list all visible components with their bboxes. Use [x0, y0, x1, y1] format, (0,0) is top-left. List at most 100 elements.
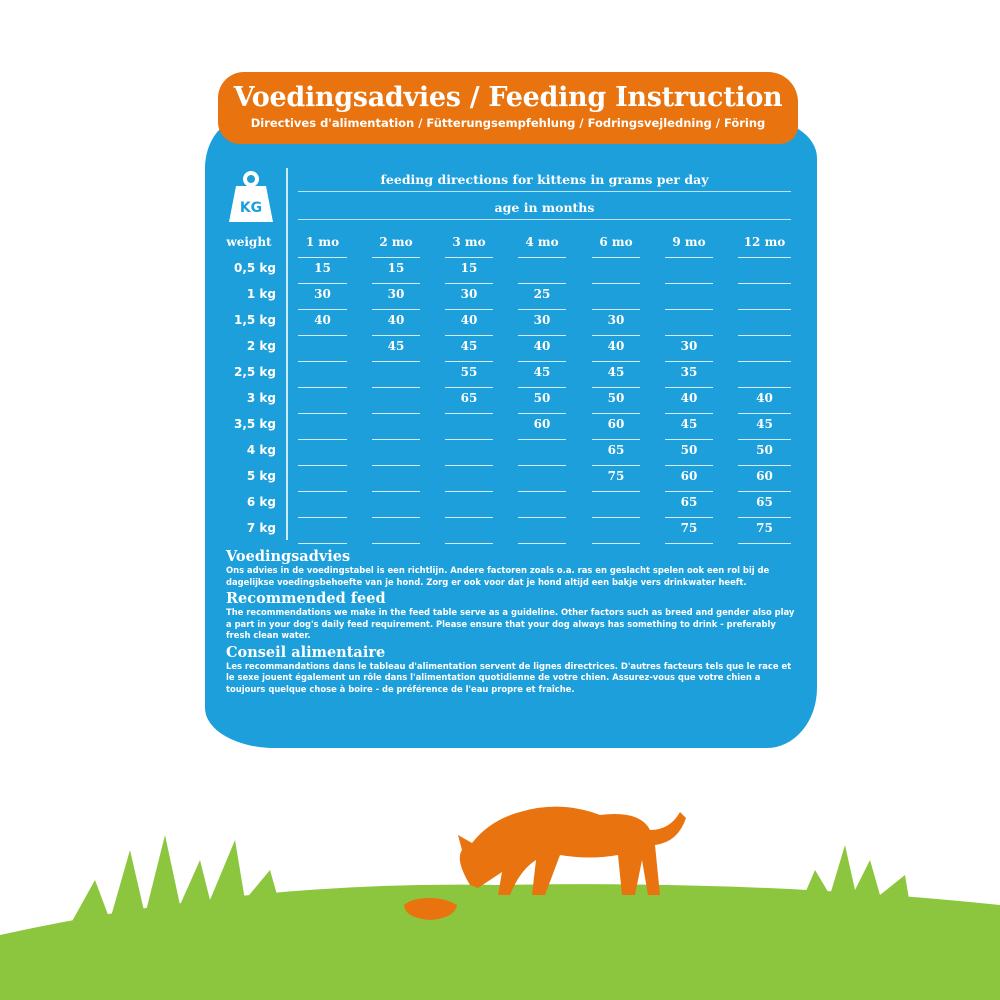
column-header: 3 mo	[445, 232, 493, 258]
column-header: 2 mo	[372, 232, 420, 258]
table-cell: 30	[372, 284, 420, 310]
table-cell	[298, 466, 347, 492]
column-header: 9 mo	[665, 232, 713, 258]
table-cell: 45	[372, 336, 420, 362]
table-cell	[592, 518, 640, 544]
note-heading: Voedingsadvies	[226, 548, 351, 565]
notes: Voedingsadvies Ons advies in de voedings…	[226, 548, 796, 697]
table-cell	[592, 492, 640, 518]
weight-label: 1,5 kg	[233, 313, 276, 327]
table-cell	[592, 284, 640, 310]
table-cell: 30	[298, 284, 347, 310]
weight-label: 1 kg	[246, 287, 276, 301]
table-cell: 75	[665, 518, 713, 544]
weight-label: 2,5 kg	[233, 365, 276, 379]
table-cell: 15	[372, 258, 420, 284]
table-cell	[298, 336, 347, 362]
table-cell: 60	[665, 466, 713, 492]
table-cell: 40	[592, 336, 640, 362]
note-text: Ons advies in de voedingstabel is een ri…	[226, 565, 770, 587]
table-cell	[445, 492, 493, 518]
table-cell: 15	[445, 258, 493, 284]
table-cell	[445, 414, 493, 440]
table-cell	[372, 362, 420, 388]
weight-label: 3 kg	[246, 391, 276, 405]
note-heading: Recommended feed	[226, 590, 386, 607]
grass-tuft-right	[800, 845, 910, 905]
table-cell	[738, 258, 791, 284]
table-cell	[298, 388, 347, 414]
note-text: Les recommandations dans le tableau d'al…	[226, 660, 792, 694]
table-cell	[738, 362, 791, 388]
table-cell	[592, 258, 640, 284]
table-cell	[298, 362, 347, 388]
table-cell: 45	[445, 336, 493, 362]
table-cell: 65	[738, 492, 791, 518]
table-cell: 50	[665, 440, 713, 466]
table-cell	[298, 518, 347, 544]
title-banner: Voedingsadvies / Feeding Instruction Dir…	[218, 72, 798, 144]
weight-label: 6 kg	[246, 495, 276, 509]
column-header: 4 mo	[518, 232, 566, 258]
table-cell: 50	[738, 440, 791, 466]
table-cell: 45	[518, 362, 566, 388]
table-cell	[738, 310, 791, 336]
table-cell: 30	[518, 310, 566, 336]
weight-kg-icon: KG	[228, 170, 274, 228]
table-cell	[738, 336, 791, 362]
table-cell	[518, 492, 566, 518]
grass-tuft-left	[70, 835, 280, 925]
note-text: The recommendations we make in the feed …	[226, 607, 795, 640]
table-cell	[738, 284, 791, 310]
svg-text:KG: KG	[240, 200, 262, 216]
table-cell: 50	[592, 388, 640, 414]
table-cell: 40	[445, 310, 493, 336]
table-cell: 60	[518, 414, 566, 440]
table-cell	[445, 518, 493, 544]
table-cell	[445, 466, 493, 492]
table-cell: 55	[445, 362, 493, 388]
table-cell: 30	[592, 310, 640, 336]
table-cell: 15	[298, 258, 347, 284]
divider	[286, 168, 288, 540]
table-cell: 45	[665, 414, 713, 440]
table-cell	[665, 258, 713, 284]
weight-label: 5 kg	[246, 469, 276, 483]
table-cell: 45	[592, 362, 640, 388]
table-cell	[518, 518, 566, 544]
weight-label: 7 kg	[246, 521, 276, 535]
subtitle: Directives d'alimentation / Fütterungsem…	[250, 116, 766, 130]
table-cell: 30	[665, 336, 713, 362]
table-cell	[518, 258, 566, 284]
title: Voedingsadvies / Feeding Instruction	[233, 82, 783, 113]
table-cell	[372, 440, 420, 466]
grass-scene	[0, 806, 1000, 1000]
column-header: 6 mo	[592, 232, 640, 258]
weight-label: 0,5 kg	[233, 261, 276, 275]
cat-icon	[404, 806, 686, 920]
table-cell: 65	[592, 440, 640, 466]
table-cell	[298, 492, 347, 518]
table-cell	[518, 466, 566, 492]
table-cell: 40	[298, 310, 347, 336]
table-cell: 40	[518, 336, 566, 362]
feeding-board	[205, 118, 817, 748]
column-header: 12 mo	[738, 232, 791, 258]
table-cell: 75	[592, 466, 640, 492]
table-cell: 45	[738, 414, 791, 440]
table-cell	[372, 492, 420, 518]
table-title: feeding directions for kittens in grams …	[298, 172, 791, 192]
table-cell: 60	[592, 414, 640, 440]
table-cell	[665, 284, 713, 310]
weight-label: 2 kg	[246, 339, 276, 353]
table-cell: 75	[738, 518, 791, 544]
table-cell	[372, 388, 420, 414]
table-cell: 40	[665, 388, 713, 414]
note-heading: Conseil alimentaire	[226, 643, 386, 661]
table-cell	[665, 310, 713, 336]
table-cell: 50	[518, 388, 566, 414]
table-cell: 65	[665, 492, 713, 518]
table-cell: 40	[372, 310, 420, 336]
table-cell	[298, 414, 347, 440]
table-cell: 35	[665, 362, 713, 388]
